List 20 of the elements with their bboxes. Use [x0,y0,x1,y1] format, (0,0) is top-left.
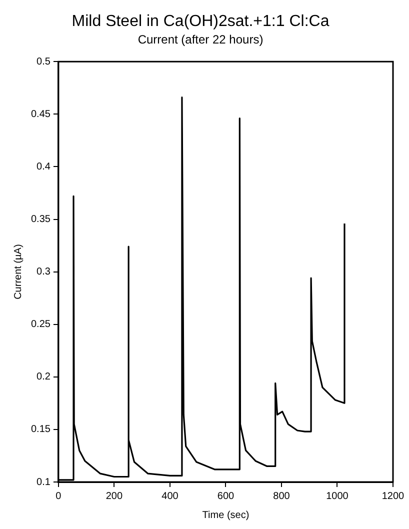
x-tick-label: 0 [56,490,62,502]
y-tick-label: 0.2 [36,372,51,383]
x-tick-label: 1200 [382,490,405,502]
y-axis-title: Current (µA) [12,244,24,300]
chart-title: Mild Steel in Ca(OH)2sat.+1:1 Cl:Ca [72,13,330,30]
y-tick-label: 0.35 [30,214,51,225]
y-tick-label: 0.5 [36,56,51,68]
x-tick-label: 600 [217,490,235,502]
x-tick-label: 200 [106,490,123,502]
x-tick-label: 800 [273,490,290,502]
y-tick-label: 0.15 [30,424,51,436]
y-tick-label: 0.25 [30,319,51,330]
chart-subtitle: Current (after 22 hours) [138,32,264,47]
y-tick-label: 0.3 [36,266,51,278]
x-axis-title: Time (sec) [202,510,250,521]
y-tick-label: 0.4 [36,161,51,172]
x-tick-label: 400 [162,490,179,502]
y-tick-label: 0.1 [36,476,51,488]
y-tick-label: 0.45 [30,108,51,120]
x-tick-label: 1000 [326,490,349,502]
